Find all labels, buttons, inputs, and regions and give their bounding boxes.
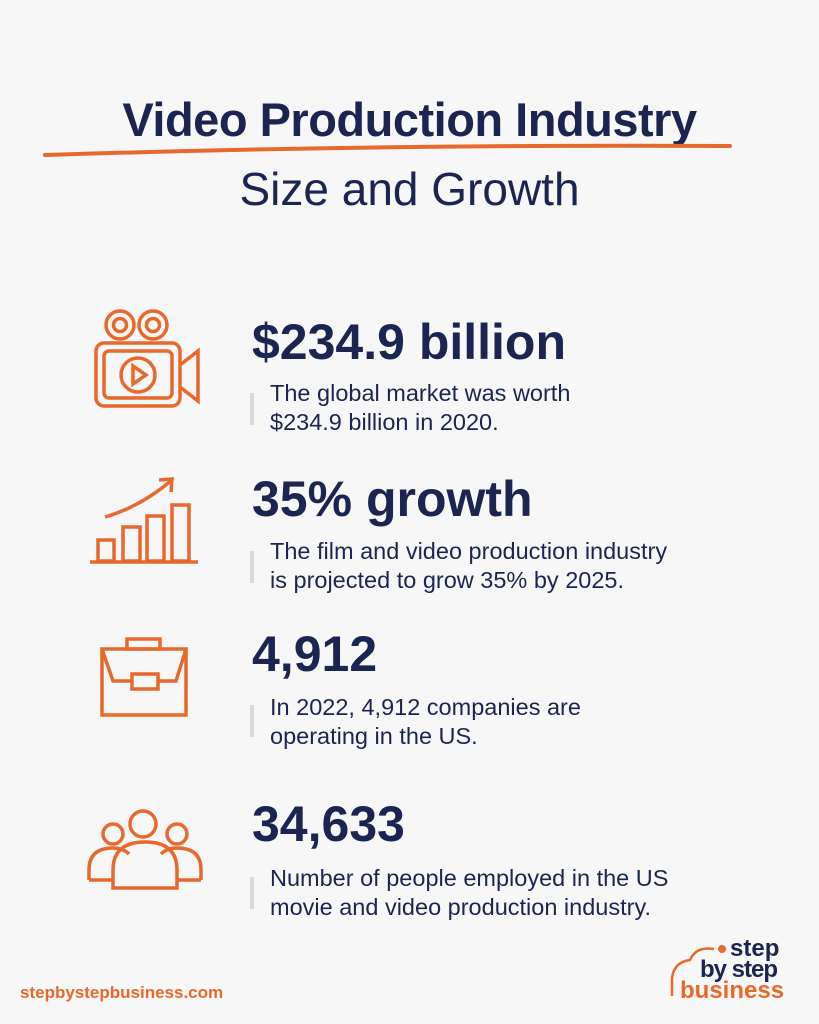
- divider-bar: [250, 877, 254, 909]
- page-subtitle: Size and Growth: [239, 163, 580, 215]
- description-line: The film and video production industry: [270, 538, 668, 564]
- description-line: is projected to grow 35% by 2025.: [270, 567, 625, 593]
- stat-description: The global market was worth $234.9 billi…: [270, 379, 570, 437]
- divider-bar: [250, 393, 254, 425]
- stat-heading: 35% growth: [252, 471, 533, 527]
- description-line: In 2022, 4,912 companies are: [270, 694, 581, 720]
- people-group-icon: [87, 809, 203, 890]
- logo-line-business: business: [680, 977, 785, 1004]
- divider-bar: [250, 705, 254, 737]
- description-line: Number of people employed in the US: [270, 865, 669, 891]
- logo-arc: [670, 945, 726, 996]
- divider-bar: [250, 551, 254, 583]
- logo-line-step: step: [730, 935, 780, 962]
- growth-chart-icon: [90, 477, 198, 564]
- video-camera-icon: [94, 309, 200, 408]
- stat-description: Number of people employed in the US movi…: [270, 864, 668, 922]
- title-underline: [43, 143, 732, 157]
- description-line: operating in the US.: [270, 723, 478, 749]
- brand-logo: step by step business: [660, 935, 800, 1008]
- website-link[interactable]: stepbystepbusiness.com: [20, 983, 224, 1002]
- stat-heading: 34,633: [252, 796, 405, 852]
- stat-description: The film and video production industry i…: [270, 537, 667, 595]
- stat-heading: 4,912: [252, 626, 378, 682]
- stat-description: In 2022, 4,912 companies are operating i…: [270, 693, 581, 751]
- logo-line-by-step: by step: [700, 956, 778, 983]
- description-line: movie and video production industry.: [270, 894, 652, 920]
- page-title: Video Production Industry: [122, 93, 697, 146]
- description-line: The global market was worth: [270, 380, 571, 406]
- description-line: $234.9 billion in 2020.: [270, 409, 499, 435]
- stat-heading: $234.9 billion: [252, 314, 567, 370]
- briefcase-icon: [100, 637, 188, 717]
